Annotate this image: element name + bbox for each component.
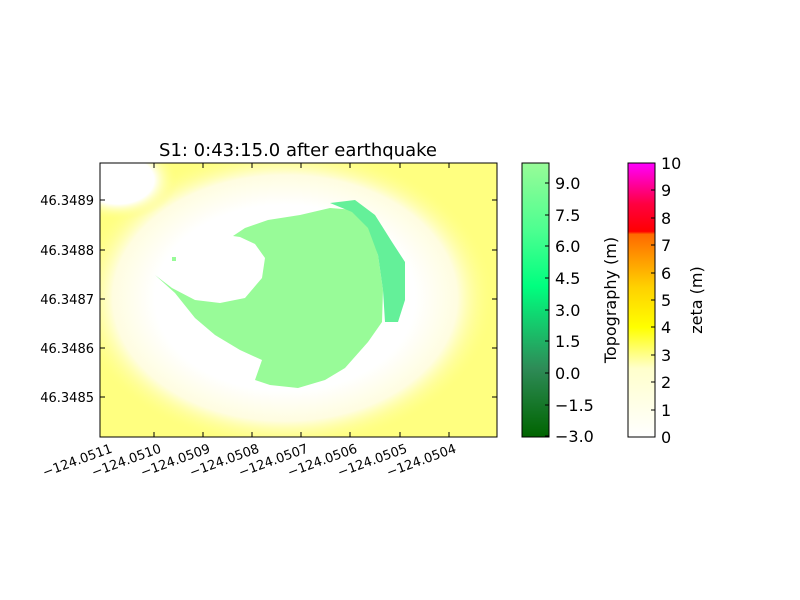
topography-tick-label: 0.0 [555, 364, 580, 383]
topography-tick-label: −1.5 [555, 396, 594, 415]
zeta-tick-label: 4 [661, 318, 671, 337]
zeta-colorbar-fill [627, 162, 656, 438]
topography-tick-label: 4.5 [555, 269, 580, 288]
topography-tick-label: 6.0 [555, 237, 580, 256]
plot-frame [99, 162, 498, 438]
zeta-tick-label: 3 [661, 346, 671, 365]
topography-colorbar: 9.0 7.5 6.0 4.5 3.0 1.5 0.0 −1.5 −3.0 To… [521, 162, 620, 446]
zeta-colorbar-label: zeta (m) [687, 266, 706, 333]
y-tick-label: 46.3486 [40, 342, 94, 357]
zeta-tick-label: 5 [661, 291, 671, 310]
zeta-colorbar-ticks [651, 162, 655, 438]
topography-tick-label: −3.0 [555, 427, 594, 446]
y-tick-label: 46.3487 [40, 293, 94, 308]
topography-tick-label: 1.5 [555, 332, 580, 351]
chart-title: S1: 0:43:15.0 after earthquake [159, 140, 437, 161]
topography-tick-label: 7.5 [555, 206, 580, 225]
x-tick-marks [153, 163, 450, 437]
zeta-tick-label: 8 [661, 209, 671, 228]
topography-tick-label: 9.0 [555, 174, 580, 193]
y-axis: 46.3489 46.3488 46.3487 46.3486 46.3485 [40, 194, 497, 406]
topography-colorbar-ticks [545, 182, 549, 437]
zeta-tick-label: 6 [661, 264, 671, 283]
y-tick-marks [100, 199, 497, 398]
dry-land-region [155, 208, 383, 388]
zeta-tick-label: 7 [661, 236, 671, 255]
dry-land-islet [172, 257, 176, 261]
y-tick-label: 46.3489 [40, 194, 94, 209]
topography-colorbar-label: Topography (m) [601, 237, 620, 364]
high-ground-region [330, 200, 405, 322]
zeta-tick-label: 9 [661, 181, 671, 200]
plot-area [100, 163, 497, 437]
zeta-tick-label: 1 [661, 401, 671, 420]
topography-colorbar-fill [521, 162, 550, 438]
y-tick-label: 46.3485 [40, 391, 94, 406]
zeta-tick-label: 2 [661, 373, 671, 392]
corner-halo [100, 163, 178, 220]
topography-tick-label: 3.0 [555, 301, 580, 320]
zeta-tick-label: 10 [661, 154, 681, 173]
zeta-tick-label: 0 [661, 428, 671, 447]
y-tick-label: 46.3488 [40, 244, 94, 259]
zeta-colorbar: 10 9 8 7 6 5 4 3 2 1 0 zeta (m) [627, 154, 706, 447]
